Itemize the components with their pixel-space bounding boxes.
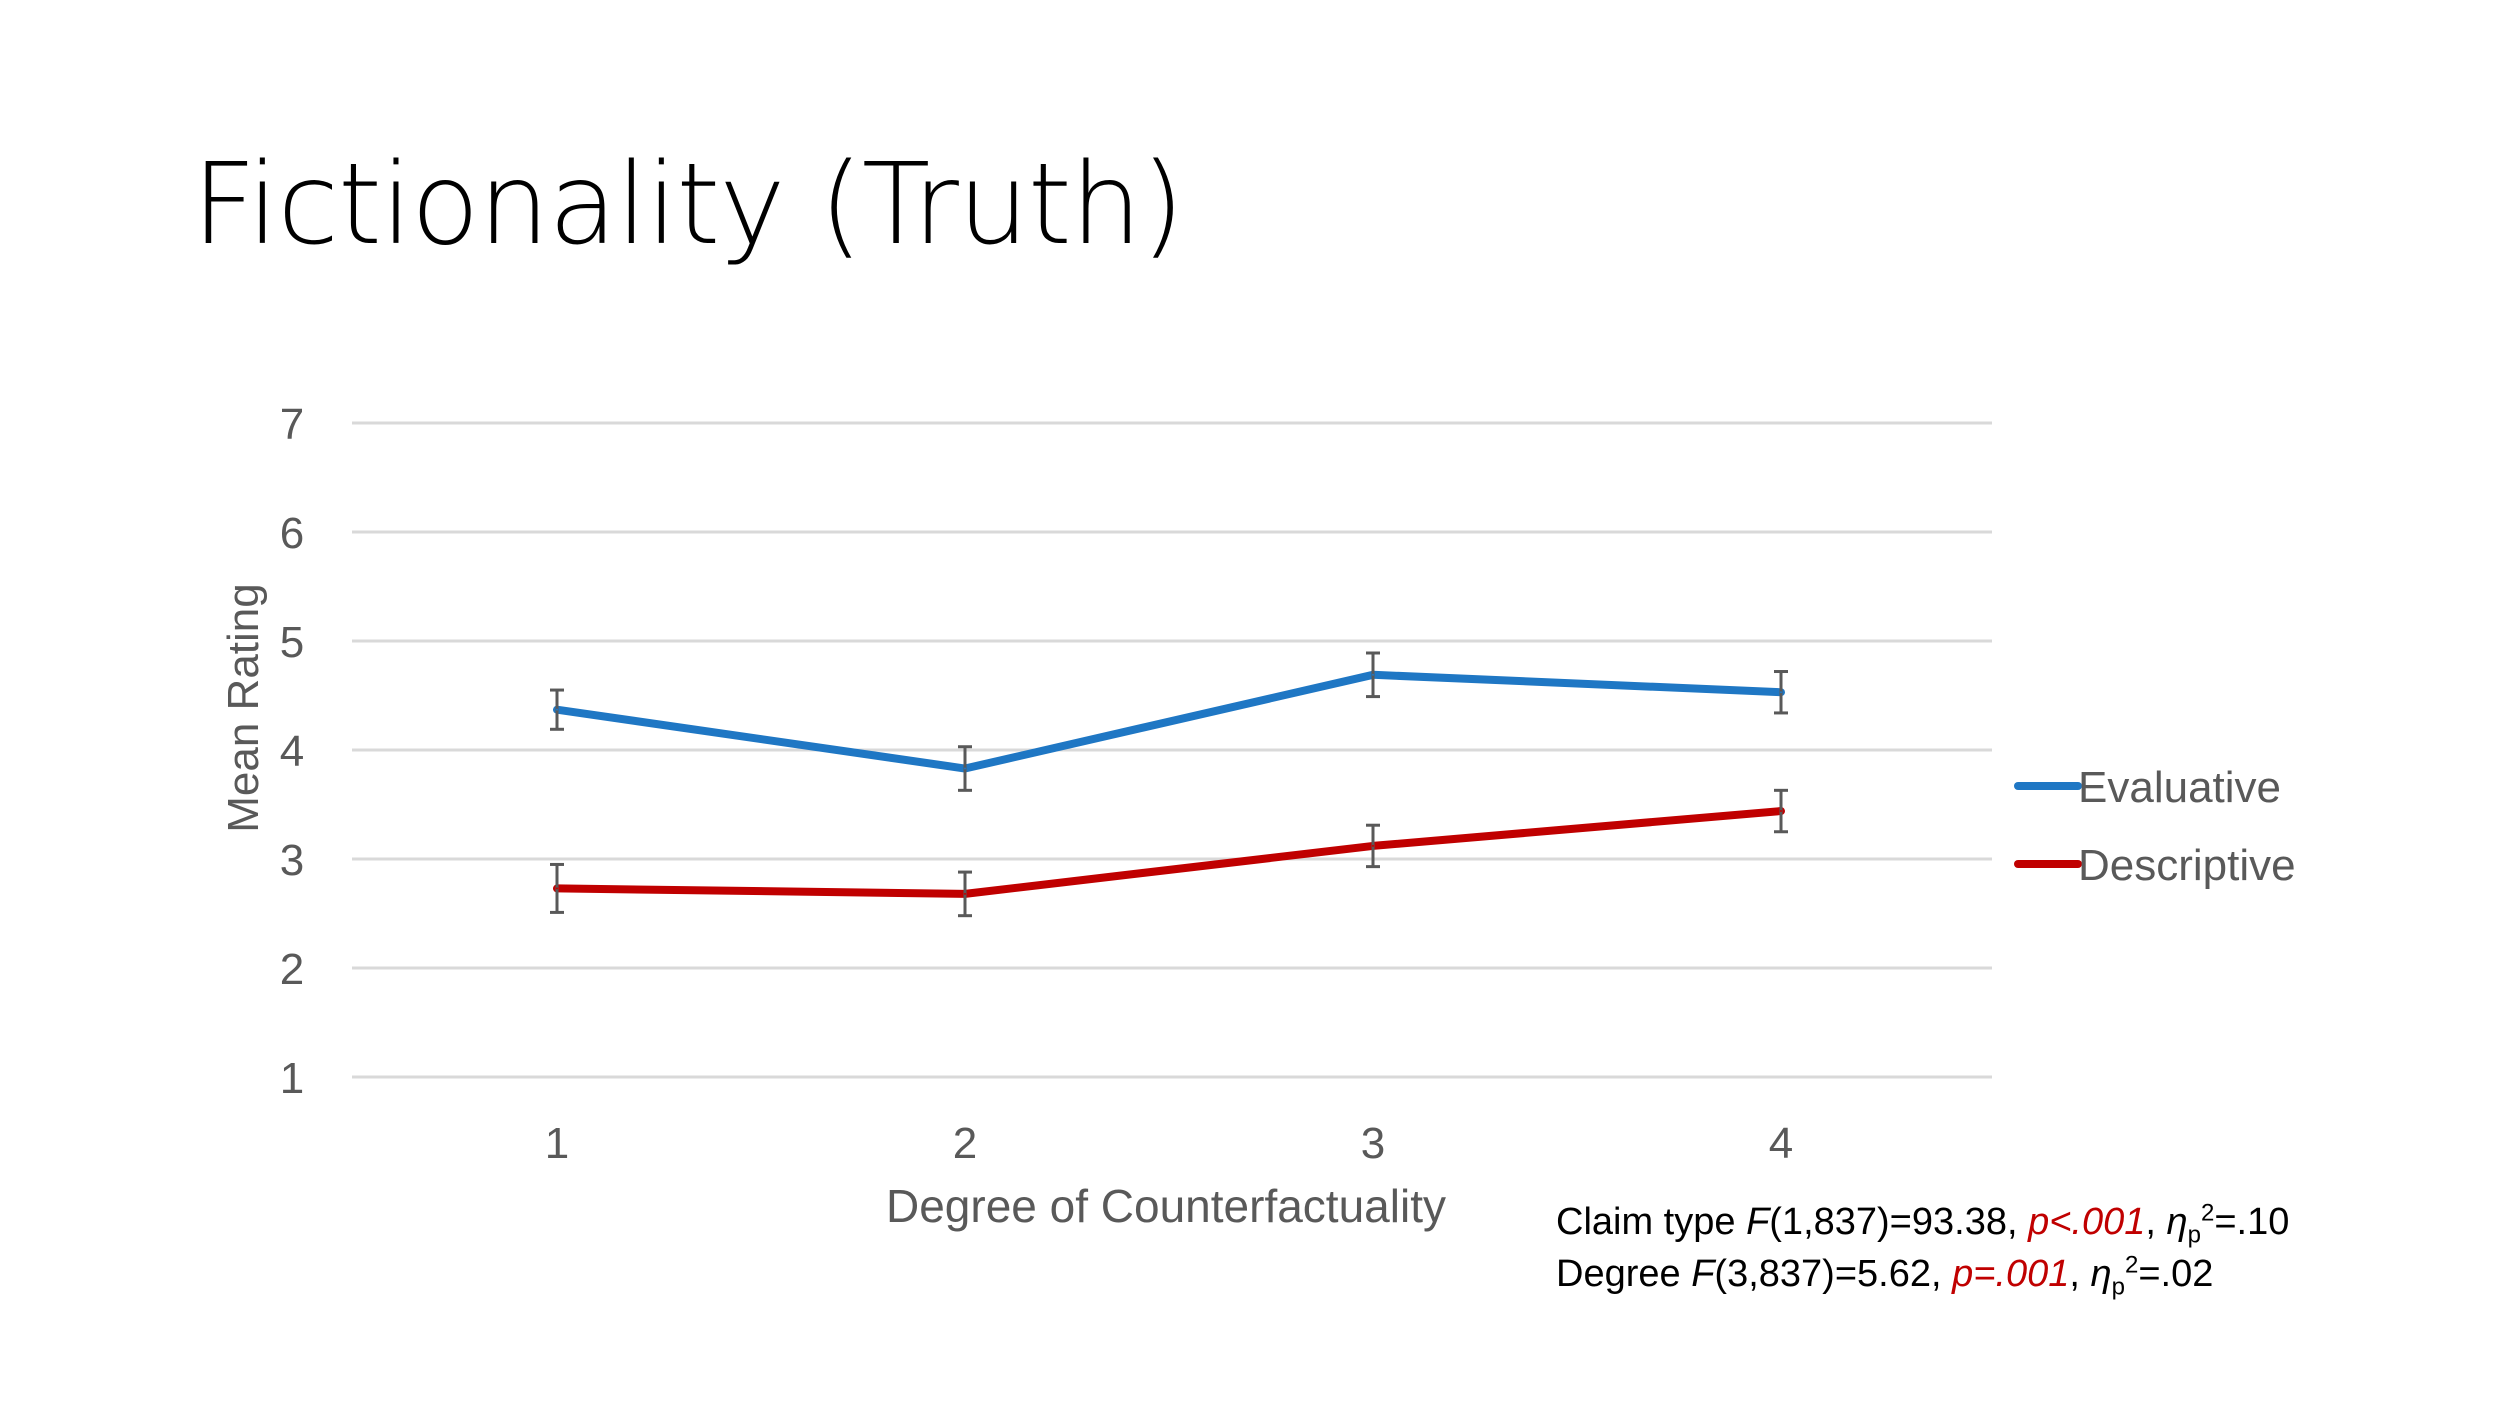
data-point-descriptive [964, 892, 966, 895]
eta-value: =.02 [2138, 1253, 2214, 1295]
legend-label-evaluative: Evaluative [2078, 763, 2281, 812]
x-tick-label: 4 [1769, 1119, 1793, 1168]
eta-superscript: 2 [2200, 1199, 2215, 1227]
x-tick-label: 2 [953, 1119, 977, 1168]
eta-value: =.10 [2214, 1201, 2290, 1243]
data-point-evaluative [556, 708, 558, 711]
f-value: (3,837)=5.62, [1714, 1253, 1953, 1295]
data-point-descriptive [1372, 844, 1374, 847]
f-letter: F [1691, 1253, 1715, 1295]
y-tick-label: 2 [280, 945, 304, 994]
p-value: p<.001 [2028, 1201, 2146, 1243]
x-tick-label: 1 [545, 1119, 569, 1168]
data-point-evaluative [1372, 673, 1374, 676]
x-tick-label: 3 [1361, 1119, 1385, 1168]
y-axis-label: Mean Rating [219, 583, 268, 832]
eta-symbol: η [2166, 1201, 2188, 1243]
separator: , [2145, 1201, 2167, 1243]
data-point-descriptive [556, 887, 558, 890]
separator: , [2069, 1253, 2091, 1295]
legend: Evaluative Descriptive [2014, 763, 2296, 890]
y-tick-label: 5 [280, 618, 304, 667]
eta-symbol: η [2090, 1253, 2112, 1295]
f-value: (1,837)=93.38, [1769, 1201, 2029, 1243]
series [550, 651, 1788, 918]
statistics-annotation: Claim type F(1,837)=93.38, p<.001, ηp2=.… [1556, 1196, 2289, 1300]
y-tick-label: 4 [280, 727, 304, 776]
data-point-descriptive [1780, 810, 1782, 813]
series-line-evaluative [553, 670, 1785, 773]
y-tick-label: 7 [280, 400, 304, 449]
eta-subscript: p [2187, 1221, 2201, 1249]
y-tick-label: 1 [280, 1054, 304, 1103]
slide-title: Fictionality (Truth) [192, 140, 1184, 270]
stats-label: Degree [1556, 1253, 1692, 1295]
stats-degree: Degree F(3,837)=5.62, p=.001, ηp2=.02 [1556, 1248, 2289, 1300]
f-letter: F [1746, 1201, 1770, 1243]
data-point-evaluative [964, 767, 966, 770]
gridlines [352, 421, 1992, 1079]
y-tick-label: 6 [280, 509, 304, 558]
p-value: p=.001 [1952, 1253, 2070, 1295]
data-point-evaluative [1780, 691, 1782, 694]
x-axis-label: Degree of Counterfactuality [886, 1180, 1446, 1232]
series-line-descriptive [553, 807, 1785, 898]
x-tick-labels: 1 2 3 4 [545, 1119, 1793, 1168]
eta-subscript: p [2111, 1273, 2125, 1301]
stats-claim-type: Claim type F(1,837)=93.38, p<.001, ηp2=.… [1556, 1196, 2289, 1248]
y-tick-labels: 1 2 3 4 5 6 7 [280, 400, 304, 1103]
legend-label-descriptive: Descriptive [2078, 841, 2296, 890]
eta-superscript: 2 [2124, 1251, 2139, 1279]
stats-label: Claim type [1556, 1201, 1747, 1243]
y-tick-label: 3 [280, 836, 304, 885]
